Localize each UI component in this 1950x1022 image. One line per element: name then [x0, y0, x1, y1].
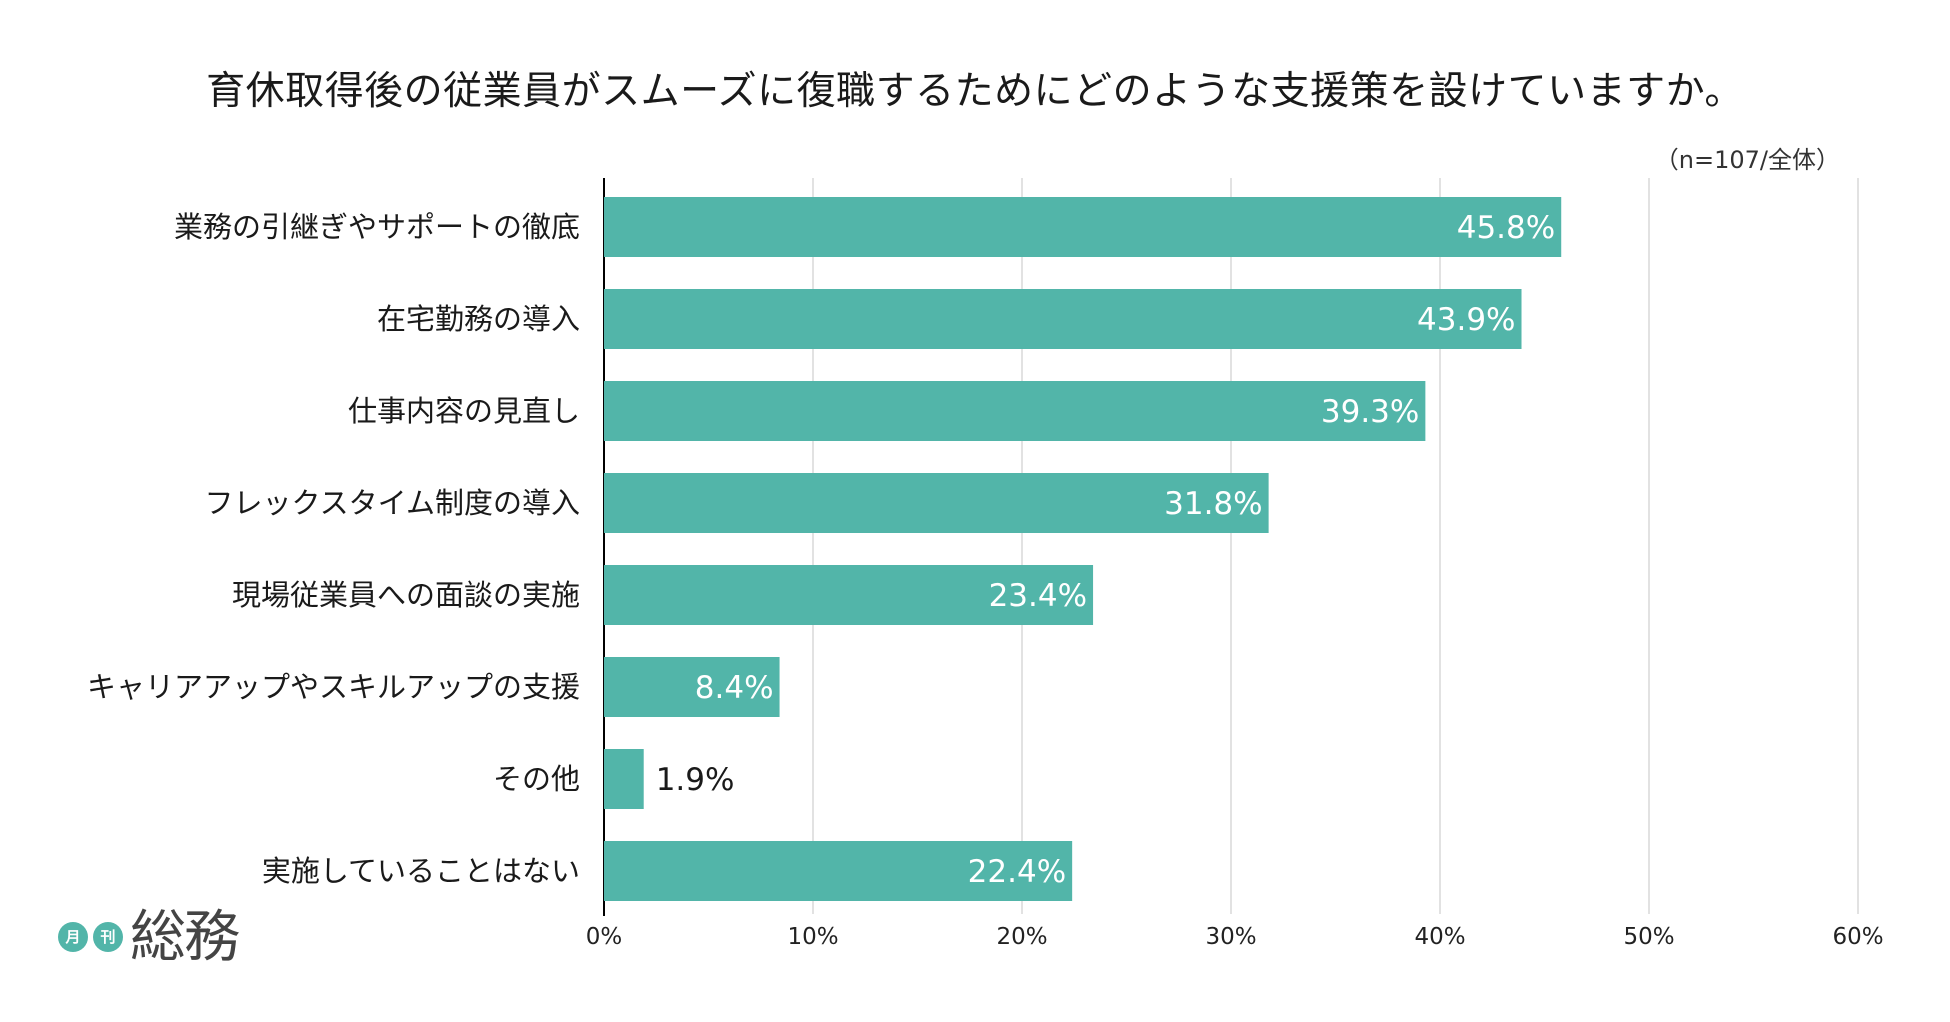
logo-badge-month: 月: [58, 922, 88, 952]
category-label: 実施していることはない: [262, 854, 580, 888]
logo-badge-issue: 刊: [93, 922, 123, 952]
grid-lines: [603, 178, 1859, 916]
labels: 0% 10% 20% 30% 40% 50% 60% 業務の引継ぎやサポートの徹底 45.8% 在…: [87, 210, 1884, 950]
category-label: フレックスタイム制度の導入: [204, 486, 580, 520]
category-label: キャリアアップやスキルアップの支援: [87, 670, 580, 704]
x-tick-label: 30%: [1205, 924, 1256, 950]
x-tick-label: 0%: [586, 924, 623, 950]
data-label: 23.4%: [989, 578, 1087, 614]
chart-title: 育休取得後の従業員がスムーズに復職するためにどのような支援策を設けていますか。: [206, 69, 1744, 114]
sample-size-note: （n=107/全体）: [1654, 146, 1840, 174]
data-label: 31.8%: [1164, 486, 1262, 522]
data-label: 22.4%: [968, 854, 1066, 890]
bar: [604, 197, 1562, 257]
category-label: 在宅勤務の導入: [377, 302, 580, 336]
category-label: その他: [493, 762, 580, 796]
category-label: 現場従業員への面談の実施: [232, 578, 580, 612]
x-tick-label: 20%: [996, 924, 1047, 950]
bar: [604, 565, 1094, 625]
x-tick-label: 40%: [1414, 924, 1465, 950]
bar: [604, 749, 644, 809]
bar: [604, 841, 1073, 901]
bar: [604, 289, 1522, 349]
bar: [604, 657, 780, 717]
x-tick-label: 50%: [1623, 924, 1674, 950]
logo-wordmark: 総務: [130, 905, 240, 970]
data-label: 8.4%: [695, 670, 774, 706]
category-label: 業務の引継ぎやサポートの徹底: [174, 210, 580, 244]
data-label: 39.3%: [1321, 394, 1419, 430]
data-label: 43.9%: [1417, 302, 1515, 338]
x-tick-label: 60%: [1832, 924, 1883, 950]
data-label: 45.8%: [1457, 210, 1555, 246]
bars: [604, 197, 1562, 901]
category-label: 仕事内容の見直し: [348, 394, 580, 428]
bar: [604, 473, 1269, 533]
x-tick-label: 10%: [787, 924, 838, 950]
publication-logo: 月 刊 総務: [58, 906, 258, 972]
data-label: 1.9%: [656, 762, 735, 798]
bar: [604, 381, 1426, 441]
